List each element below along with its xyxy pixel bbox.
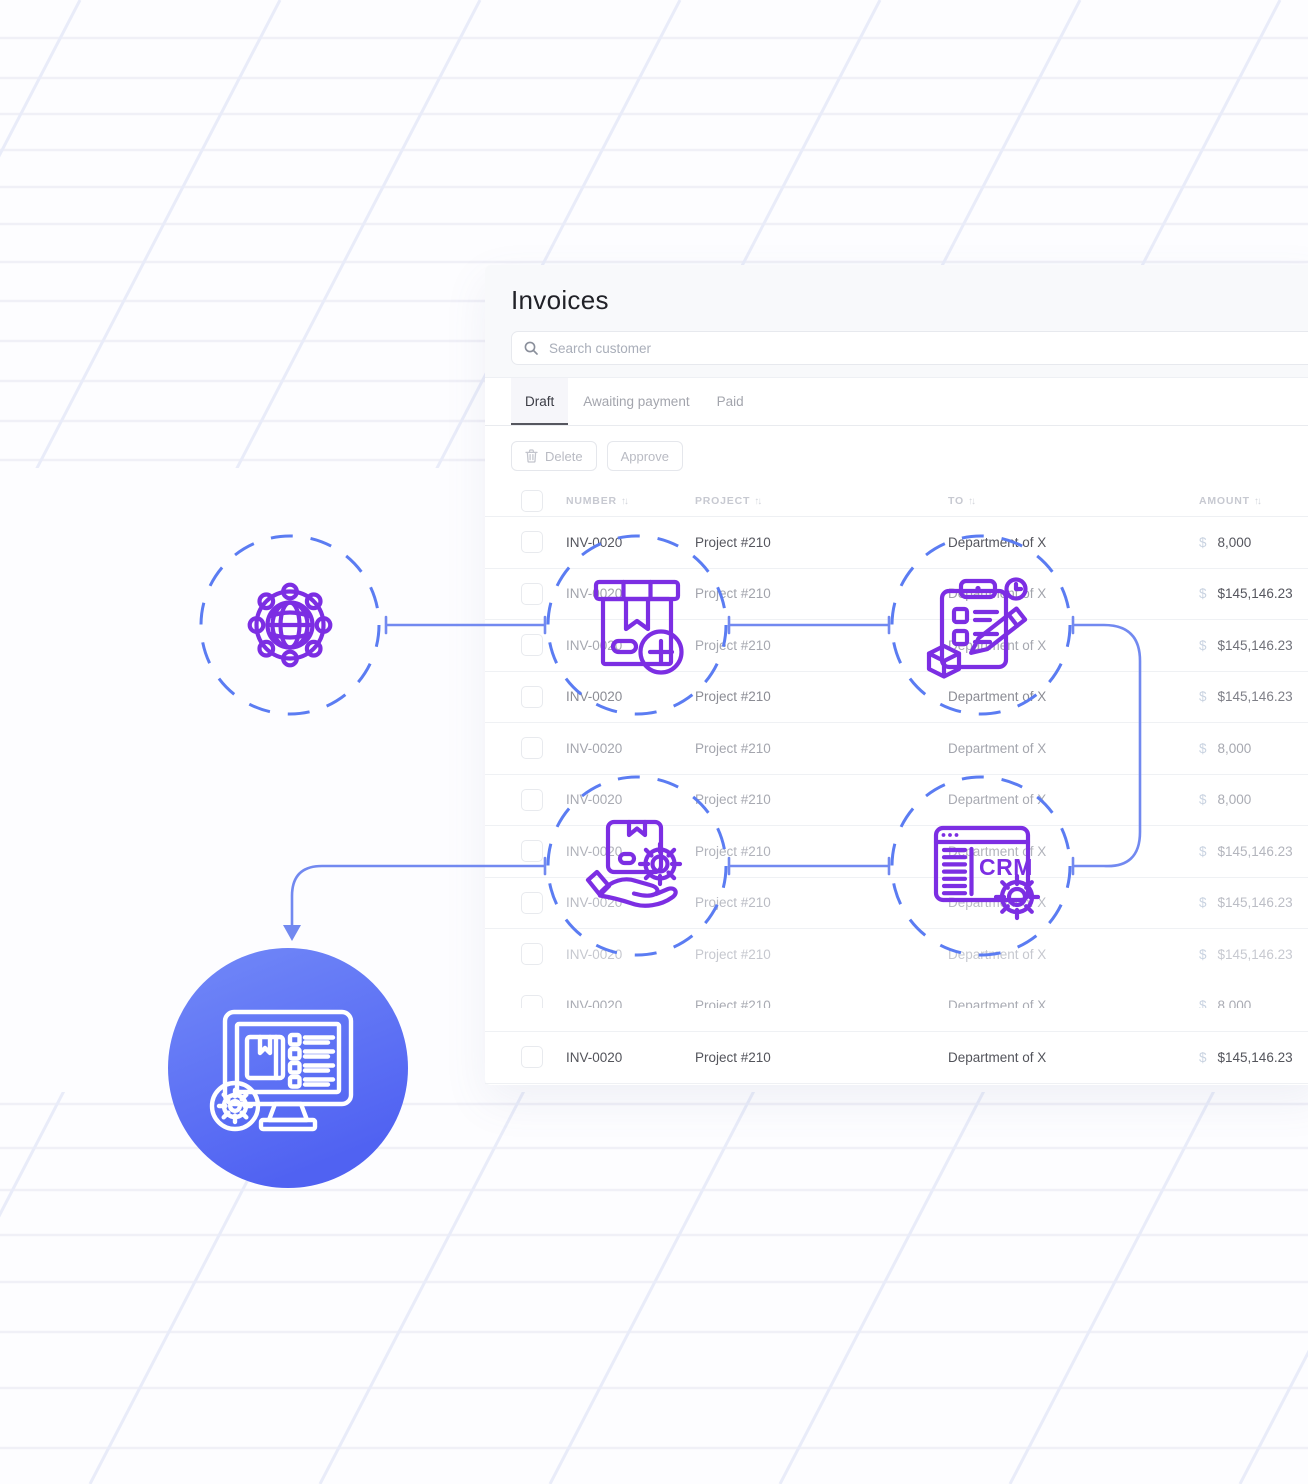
- table-row: INV-0020 Project #210 Department of X $8…: [485, 723, 1308, 775]
- currency-symbol: $: [1199, 895, 1207, 911]
- currency-symbol: $: [1199, 843, 1207, 859]
- row-checkbox[interactable]: [521, 685, 543, 708]
- row-checkbox[interactable]: [521, 1046, 543, 1069]
- table-row: INV-0020 Project #210 Department of X $ $…: [485, 878, 1308, 929]
- row-checkbox[interactable]: [521, 737, 543, 760]
- currency-symbol: $: [1199, 946, 1207, 962]
- tab-awaiting-payment[interactable]: Awaiting payment: [583, 394, 690, 409]
- row-checkbox[interactable]: [521, 634, 543, 657]
- tab-draft[interactable]: Draft: [511, 378, 569, 425]
- currency-symbol: $: [1199, 534, 1207, 550]
- search-input[interactable]: [547, 339, 1308, 357]
- table-header: NUMBER ↑↓ PROJECT ↑↓ TO ↑↓ AMOUNT ↑↓: [485, 485, 1308, 517]
- page-title: Invoices: [511, 285, 609, 315]
- currency-symbol: $: [1199, 998, 1207, 1014]
- row-fade-mask: [485, 1008, 1308, 1029]
- table-row: INV-0020 Project #210 Department of X $8…: [485, 517, 1308, 569]
- row-checkbox[interactable]: [521, 943, 543, 966]
- table-row: INV-0020 Project #210 Department of X $ $…: [485, 1032, 1308, 1084]
- search-box: [511, 331, 1308, 365]
- table-row: INV-0020 Project #210 Department of X $ $…: [485, 672, 1308, 723]
- currency-symbol: $: [1199, 586, 1207, 602]
- table-row: INV-0020 Project #210 Department of X $8…: [485, 775, 1308, 826]
- currency-symbol: $: [1199, 1049, 1207, 1065]
- approve-button[interactable]: Approve: [606, 441, 683, 471]
- tab-paid[interactable]: Paid: [716, 394, 744, 409]
- row-checkbox[interactable]: [521, 840, 543, 863]
- invoice-rows: INV-0020 Project #210 Department of X $8…: [485, 517, 1308, 1084]
- row-checkbox[interactable]: [521, 788, 543, 811]
- bulk-actions-toolbar: Delete Approve: [485, 426, 1308, 485]
- status-tabs: Draft Awaiting payment Paid: [485, 378, 1308, 426]
- invoices-panel: Invoices Draft Awaiting payment Paid Del…: [485, 265, 1308, 1085]
- currency-symbol: $: [1199, 637, 1207, 653]
- panel-header: Invoices: [485, 265, 1308, 378]
- currency-symbol: $: [1199, 740, 1207, 756]
- approve-button-label: Approve: [620, 448, 669, 464]
- table-row: INV-0020 Project #210 Department of X $ $…: [485, 569, 1308, 620]
- row-checkbox[interactable]: [521, 891, 543, 914]
- row-checkbox[interactable]: [521, 582, 543, 605]
- table-row: INV-0020 Project #210 Department of X $ $…: [485, 826, 1308, 878]
- sort-icon: ↑↓: [968, 495, 976, 507]
- table-row: INV-0020 Project #210 Department of X $ $…: [485, 929, 1308, 981]
- sort-icon: ↑↓: [1253, 495, 1262, 507]
- sort-icon: ↑↓: [620, 495, 629, 507]
- search-icon: [524, 341, 538, 355]
- delete-button[interactable]: Delete: [511, 441, 597, 471]
- trash-icon: [525, 449, 538, 463]
- select-all-checkbox[interactable]: [521, 489, 543, 512]
- table-row: INV-0020 Project #210 Department of X $ $…: [485, 620, 1308, 672]
- currency-symbol: $: [1199, 792, 1207, 808]
- column-header-number[interactable]: NUMBER ↑↓: [566, 494, 629, 507]
- currency-symbol: $: [1199, 689, 1207, 705]
- column-header-project[interactable]: PROJECT ↑↓: [695, 494, 762, 507]
- delete-button-label: Delete: [545, 448, 583, 464]
- sort-icon: ↑↓: [754, 495, 762, 507]
- column-header-to[interactable]: TO ↑↓: [948, 494, 976, 507]
- column-header-amount[interactable]: AMOUNT ↑↓: [1199, 494, 1262, 507]
- row-checkbox[interactable]: [521, 531, 543, 554]
